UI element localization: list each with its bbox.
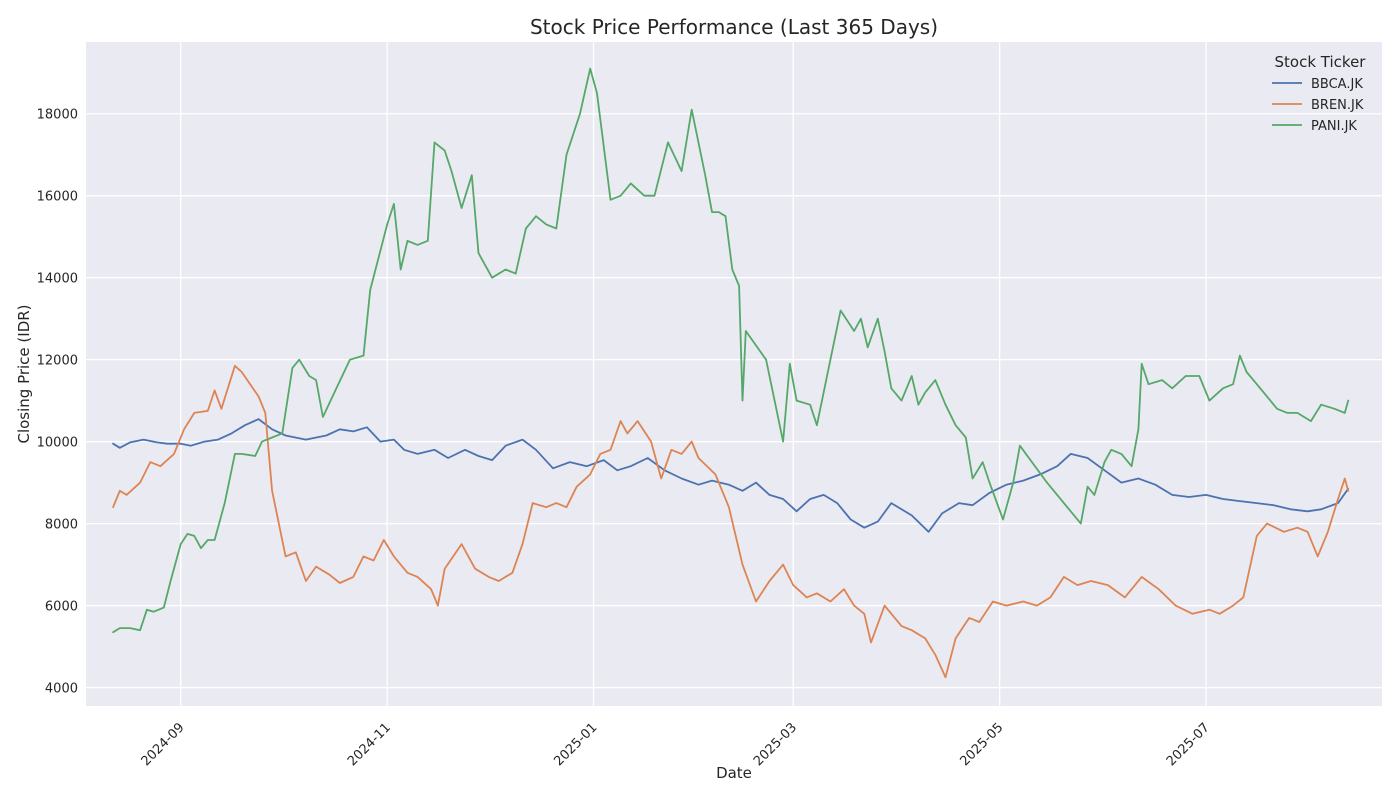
chart-title: Stock Price Performance (Last 365 Days)	[530, 15, 938, 39]
grid	[86, 42, 1382, 706]
y-tick-label: 8000	[45, 518, 78, 533]
x-tick-label: 2024-11	[345, 720, 394, 769]
y-tick-label: 14000	[37, 272, 78, 287]
x-axis-label: Date	[716, 764, 752, 782]
x-tick-label: 2024-09	[139, 720, 188, 769]
legend-title: Stock Ticker	[1275, 53, 1367, 71]
x-tick-label: 2025-05	[957, 720, 1006, 769]
y-tick-label: 10000	[37, 436, 78, 451]
y-tick-label: 18000	[37, 108, 78, 123]
y-tick-label: 16000	[37, 190, 78, 205]
series-line-bbca-jk	[112, 418, 1350, 533]
y-tick-label: 12000	[37, 354, 78, 369]
y-axis-label: Closing Price (IDR)	[15, 304, 33, 443]
legend-label: BREN.JK	[1311, 98, 1364, 113]
x-tick-label: 2025-01	[551, 720, 600, 769]
x-tick-label: 2025-07	[1164, 720, 1213, 769]
y-tick-label: 6000	[45, 600, 78, 615]
series-line-bren-jk	[112, 364, 1350, 679]
series-lines	[112, 67, 1350, 679]
legend-label: PANI.JK	[1311, 119, 1357, 134]
legend-label: BBCA.JK	[1311, 77, 1363, 92]
legend: Stock Ticker BBCA.JK BREN.JK PANI.JK	[1272, 53, 1366, 134]
y-tick-label: 4000	[45, 682, 78, 697]
x-tick-label: 2025-03	[751, 720, 800, 769]
plot-area	[86, 42, 1382, 706]
series-line-pani-jk	[112, 67, 1350, 634]
